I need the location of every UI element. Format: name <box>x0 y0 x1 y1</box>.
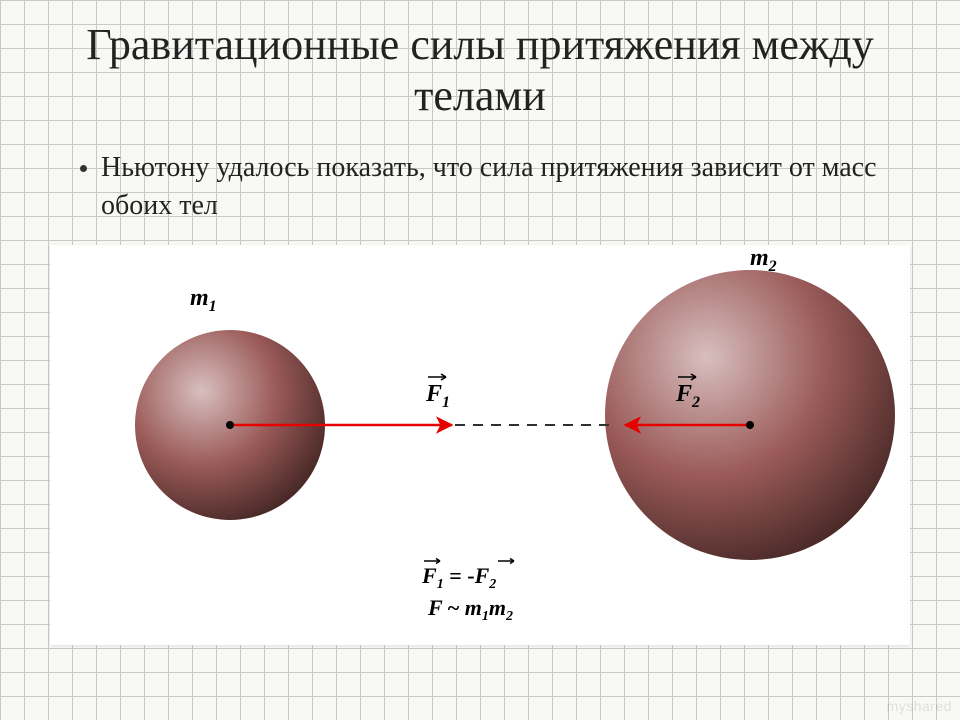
figure-svg: m1 m2 F1 <box>50 245 910 645</box>
sphere-m2 <box>605 270 895 560</box>
bullet-item: Ньютону удалось показать, что сила притя… <box>50 149 910 225</box>
svg-text:F1 = -F2: F1 = -F2 <box>421 563 496 592</box>
center-dot-m1 <box>226 421 234 429</box>
svg-text:F1: F1 <box>425 381 450 411</box>
slide-content: Гравитационные силы притяжения между тел… <box>0 0 960 720</box>
center-dot-m2 <box>746 421 754 429</box>
formula-proportional: F ~ m1m2 <box>427 595 513 624</box>
watermark: myshared <box>887 698 952 714</box>
label-m2: m2 <box>750 245 777 275</box>
physics-figure: m1 m2 F1 <box>50 245 910 645</box>
label-m1: m1 <box>190 285 217 315</box>
bullet-text: Ньютону удалось показать, что сила притя… <box>101 149 890 225</box>
label-f1: F1 <box>425 374 450 411</box>
slide-title: Гравитационные силы притяжения между тел… <box>50 20 910 121</box>
formula-newton3: F1 = -F2 <box>421 558 514 592</box>
bullet-marker <box>80 165 87 172</box>
